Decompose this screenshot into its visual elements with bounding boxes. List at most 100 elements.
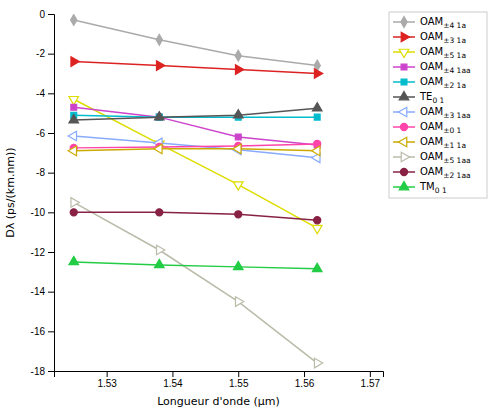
legend-frame bbox=[389, 12, 487, 198]
series-point bbox=[314, 69, 322, 79]
x-axis-title: Longueur d'onde (μm) bbox=[157, 395, 280, 408]
series-point bbox=[235, 50, 241, 61]
y-axis-tick: -8 bbox=[36, 167, 54, 178]
x-axis-tick: 1.57 bbox=[361, 371, 381, 389]
series bbox=[71, 198, 323, 368]
y-axis-tick-mark bbox=[48, 93, 54, 94]
series bbox=[70, 209, 321, 224]
series-point bbox=[68, 131, 76, 141]
legend-swatch-marker bbox=[401, 152, 409, 162]
series-point bbox=[233, 110, 243, 118]
series-point bbox=[235, 297, 243, 307]
series-point bbox=[312, 103, 322, 111]
series-point bbox=[71, 104, 77, 110]
legend-swatch-marker bbox=[398, 107, 406, 117]
legend: OAM±4 1aOAM±3 1aOAM±5 1aOAM±4 1aaOAM±2 1… bbox=[389, 12, 487, 198]
series-line bbox=[74, 212, 317, 220]
series-line bbox=[74, 62, 317, 74]
legend-item: OAM±2 1aa bbox=[393, 166, 471, 180]
legend-label: OAM±4 1a bbox=[420, 16, 466, 30]
legend-label: TM0 1 bbox=[419, 181, 447, 195]
legend-label: OAM±1 1a bbox=[420, 136, 466, 150]
y-axis-tick-label: -6 bbox=[36, 128, 45, 139]
series-point bbox=[312, 146, 320, 156]
y-axis-tick-mark bbox=[48, 252, 54, 253]
y-axis-tick-mark bbox=[48, 371, 54, 372]
y-axis-tick-label: -4 bbox=[36, 88, 45, 99]
series-point bbox=[69, 97, 79, 105]
series bbox=[69, 103, 322, 123]
y-axis-tick: -10 bbox=[31, 207, 54, 218]
legend-item: OAM±2 1a bbox=[393, 76, 466, 90]
x-axis-tick-label: 1.54 bbox=[163, 378, 183, 389]
legend-label: OAM±5 1a bbox=[420, 46, 466, 60]
legend-swatch-marker bbox=[401, 79, 407, 85]
x-axis-tick: 1.55 bbox=[229, 371, 249, 389]
legend-label: OAM±4 1aa bbox=[420, 61, 471, 75]
y-axis-tick-label: -2 bbox=[36, 48, 45, 59]
plot: 1.531.541.551.561.570-2-4-6-8-10-12-14-1… bbox=[4, 9, 384, 408]
series-point bbox=[71, 198, 79, 208]
legend-swatch-marker bbox=[401, 64, 407, 70]
y-axis-tick: 0 bbox=[39, 9, 54, 20]
series-point bbox=[68, 146, 76, 156]
series-point bbox=[233, 261, 243, 269]
series-point bbox=[233, 182, 243, 190]
y-axis-tick: -6 bbox=[36, 128, 54, 139]
series-point bbox=[314, 114, 320, 120]
series-point bbox=[157, 245, 165, 255]
y-axis-tick-label: -8 bbox=[36, 167, 45, 178]
series-point bbox=[69, 115, 79, 123]
series-line bbox=[74, 136, 317, 158]
x-axis-tick-label: 1.53 bbox=[97, 378, 117, 389]
x-axis-tick: 1.53 bbox=[97, 371, 117, 389]
series-point bbox=[235, 65, 243, 75]
y-axis-tick-mark bbox=[48, 173, 54, 174]
series bbox=[71, 104, 320, 148]
legend-label: OAM±2 1aa bbox=[420, 166, 471, 180]
series-point bbox=[154, 112, 164, 120]
legend-label: OAM±2 1a bbox=[420, 76, 466, 90]
series-point bbox=[314, 217, 321, 224]
legend-label: OAM±3 1aa bbox=[420, 106, 471, 120]
legend-item: TE0 1 bbox=[393, 91, 445, 105]
series bbox=[70, 140, 321, 151]
legend-label: TE0 1 bbox=[419, 91, 445, 105]
marks bbox=[68, 15, 323, 368]
y-axis-tick: -14 bbox=[31, 286, 54, 297]
legend-label: OAM±5 1aa bbox=[420, 151, 471, 165]
series-point bbox=[70, 209, 77, 216]
series-point bbox=[71, 15, 77, 26]
legend-item: OAM±5 1a bbox=[393, 46, 466, 60]
legend-label: OAM±0 1 bbox=[420, 121, 462, 135]
x-axis-tick-mark bbox=[107, 371, 108, 377]
legend-swatch-marker bbox=[400, 168, 407, 175]
series-point bbox=[235, 134, 241, 140]
x-axis: 1.53 1.54 1.55 1.56 1.57 bbox=[55, 371, 384, 389]
y-axis-tick-mark bbox=[48, 54, 54, 55]
series-point bbox=[71, 57, 79, 67]
x-axis-tick-label: 1.57 bbox=[361, 378, 381, 389]
legend-item: OAM±0 1 bbox=[393, 121, 462, 135]
series bbox=[69, 256, 322, 271]
x-axis-tick-mark bbox=[304, 371, 305, 377]
legend-swatch-marker bbox=[399, 49, 409, 57]
x-axis-tick-mark bbox=[238, 371, 239, 377]
x-axis-tick-mark bbox=[370, 371, 371, 377]
y-axis-tick: -2 bbox=[36, 48, 54, 59]
series-line bbox=[74, 202, 317, 363]
x-axis-tick: 1.54 bbox=[163, 371, 183, 389]
legend-item: OAM±1 1a bbox=[393, 136, 466, 150]
y-axis-tick-mark bbox=[48, 14, 54, 15]
y-axis-tick-mark bbox=[48, 331, 54, 332]
series-point bbox=[69, 256, 79, 264]
y-axis-tick: -18 bbox=[31, 366, 54, 377]
legend-swatch-marker bbox=[400, 123, 407, 130]
series-point bbox=[156, 34, 162, 45]
series bbox=[69, 97, 322, 234]
legend-item: OAM±4 1aa bbox=[393, 61, 471, 75]
y-axis-tick-mark bbox=[48, 133, 54, 134]
y-axis-tick-label: -14 bbox=[31, 286, 46, 297]
series-point bbox=[156, 209, 163, 216]
x-axis-tick: 1.56 bbox=[295, 371, 315, 389]
